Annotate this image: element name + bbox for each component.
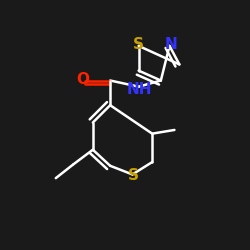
Text: S: S [128,168,139,183]
Text: S: S [133,37,144,52]
Text: NH: NH [127,82,152,97]
Text: O: O [76,72,90,87]
Text: N: N [165,37,178,52]
